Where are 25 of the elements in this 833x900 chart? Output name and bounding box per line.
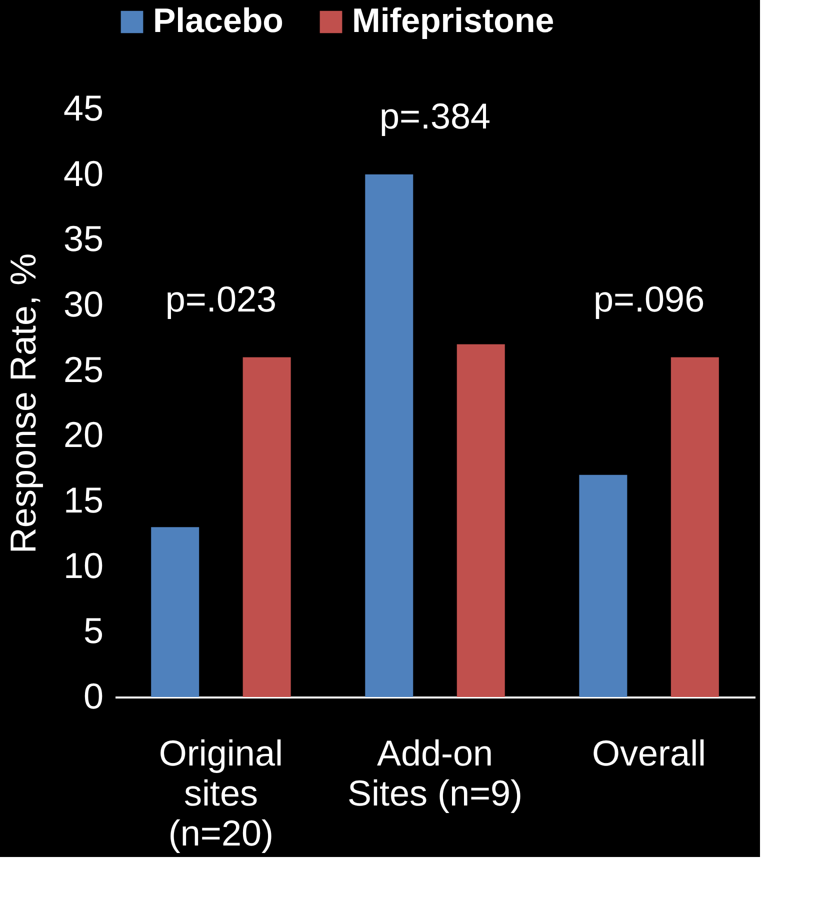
legend-label: Placebo xyxy=(153,2,284,40)
bar xyxy=(365,174,414,697)
bar xyxy=(579,474,628,697)
bar xyxy=(242,357,291,697)
annotation: p=.096 xyxy=(593,278,705,320)
y-tick-label: 35 xyxy=(63,218,104,260)
annotation: p=.384 xyxy=(379,95,491,136)
y-tick-label: 30 xyxy=(63,284,104,324)
y-axis-title: Response Rate, % xyxy=(2,253,44,554)
x-tick-label: Add-on Sites (n=9) xyxy=(347,732,523,814)
bar xyxy=(456,344,505,697)
y-tick-label: 25 xyxy=(63,348,104,390)
y-tick-label: 0 xyxy=(83,676,104,716)
y-tick-label: 45 xyxy=(63,88,104,128)
y-tick-label: 40 xyxy=(63,152,104,194)
y-tick-label: 5 xyxy=(83,610,104,652)
bar xyxy=(670,357,719,697)
x-tick-label: Original sites (n=20) xyxy=(158,732,283,854)
y-tick-label: 10 xyxy=(63,544,104,586)
bar xyxy=(151,527,200,697)
y-tick-label: 20 xyxy=(63,414,104,456)
y-tick-label: 15 xyxy=(63,480,104,520)
x-tick-label: Overall xyxy=(592,732,706,774)
annotation: p=.023 xyxy=(165,278,277,320)
legend-label: Mifepristone xyxy=(352,2,554,40)
